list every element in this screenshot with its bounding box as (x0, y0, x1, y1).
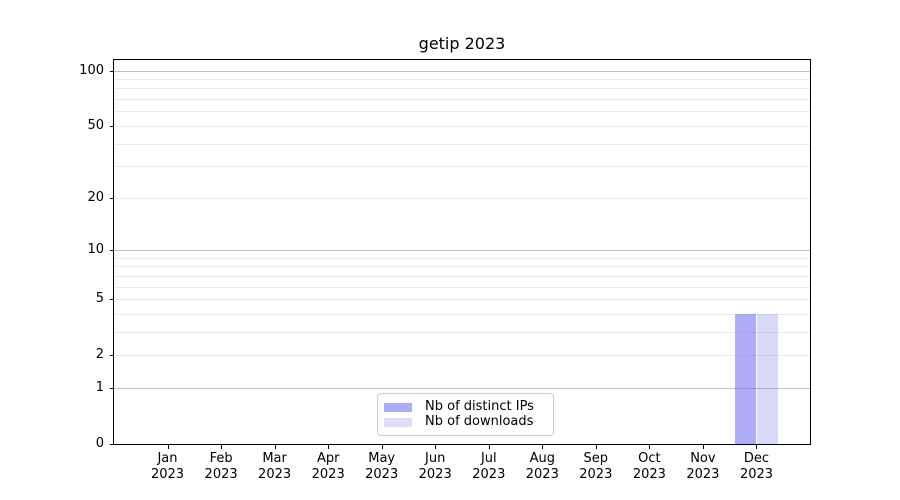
legend-label: Nb of downloads (425, 414, 534, 429)
y-tick-mark (110, 71, 114, 72)
x-tick-mark (756, 445, 757, 449)
x-tick-mark (542, 445, 543, 449)
legend: Nb of distinct IPs Nb of downloads (377, 393, 554, 436)
bar-downloads (756, 313, 778, 444)
x-tick-mark (703, 445, 704, 449)
y-tick-label: 20 (87, 189, 104, 205)
y-tick-mark (110, 126, 114, 127)
y-tick-mark (110, 444, 114, 445)
y-gridline-minor (114, 197, 810, 199)
y-tick-label: 10 (87, 241, 104, 257)
x-tick-mark (489, 445, 490, 449)
y-gridline-minor (114, 257, 810, 259)
y-gridline-minor (114, 286, 810, 288)
y-gridline-minor (114, 78, 810, 80)
x-tick-mark (275, 445, 276, 449)
y-tick-label: 0 (95, 436, 104, 451)
x-tick-mark (435, 445, 436, 449)
x-tick-mark (596, 445, 597, 449)
y-tick-mark (110, 198, 114, 199)
y-gridline-minor (114, 99, 810, 100)
x-tick-label: Oct 2023 (632, 451, 666, 482)
y-gridline-minor (114, 125, 810, 127)
y-gridline-minor (114, 143, 810, 145)
x-tick-mark (328, 445, 329, 449)
chart-title: getip 2023 (418, 34, 506, 53)
y-tick-label: 1 (95, 379, 104, 395)
y-tick-label: 5 (95, 291, 104, 306)
y-gridline-minor (114, 355, 810, 357)
x-tick-label: May 2023 (365, 451, 399, 482)
x-tick-label: Jun 2023 (418, 451, 452, 482)
legend-item: Nb of distinct IPs (384, 400, 545, 414)
y-gridline-minor (114, 299, 810, 300)
x-tick-mark (221, 445, 222, 449)
y-gridline-minor (114, 111, 810, 113)
legend-swatch (384, 417, 412, 427)
y-gridline-minor (114, 266, 810, 268)
x-tick-label: Dec 2023 (739, 451, 774, 482)
x-tick-label: Aug 2023 (525, 451, 559, 482)
x-tick-label: Apr 2023 (311, 451, 345, 482)
legend-label: Nb of distinct IPs (425, 399, 534, 414)
y-gridline-minor (114, 88, 810, 90)
bar-distinct-ips (735, 313, 757, 444)
y-tick-mark (110, 299, 114, 300)
y-gridline-major (114, 70, 810, 72)
y-gridline-major (114, 387, 810, 389)
y-gridline-minor (114, 275, 810, 277)
x-tick-mark (382, 445, 383, 449)
y-gridline-minor (114, 166, 810, 168)
y-tick-label: 2 (95, 347, 104, 363)
x-tick-mark (649, 445, 650, 449)
x-tick-label: Nov 2023 (686, 451, 720, 482)
x-tick-label: Jul 2023 (472, 451, 506, 482)
y-tick-label: 50 (87, 117, 104, 133)
legend-swatch (384, 402, 412, 412)
y-gridline-minor (114, 331, 810, 333)
legend-item: Nb of downloads (384, 415, 545, 429)
x-tick-label: Jan 2023 (150, 451, 185, 482)
y-tick-mark (110, 355, 114, 356)
y-tick-mark (110, 250, 114, 251)
x-tick-label: Sep 2023 (579, 451, 613, 482)
y-tick-label: 100 (79, 62, 104, 78)
y-tick-mark (110, 388, 114, 389)
x-tick-mark (168, 445, 169, 449)
x-tick-label: Feb 2023 (204, 451, 238, 482)
y-gridline-minor (114, 313, 810, 315)
plot-area: Nb of distinct IPs Nb of downloads (113, 59, 811, 445)
y-gridline-major (114, 249, 810, 251)
x-tick-label: Mar 2023 (258, 451, 292, 482)
